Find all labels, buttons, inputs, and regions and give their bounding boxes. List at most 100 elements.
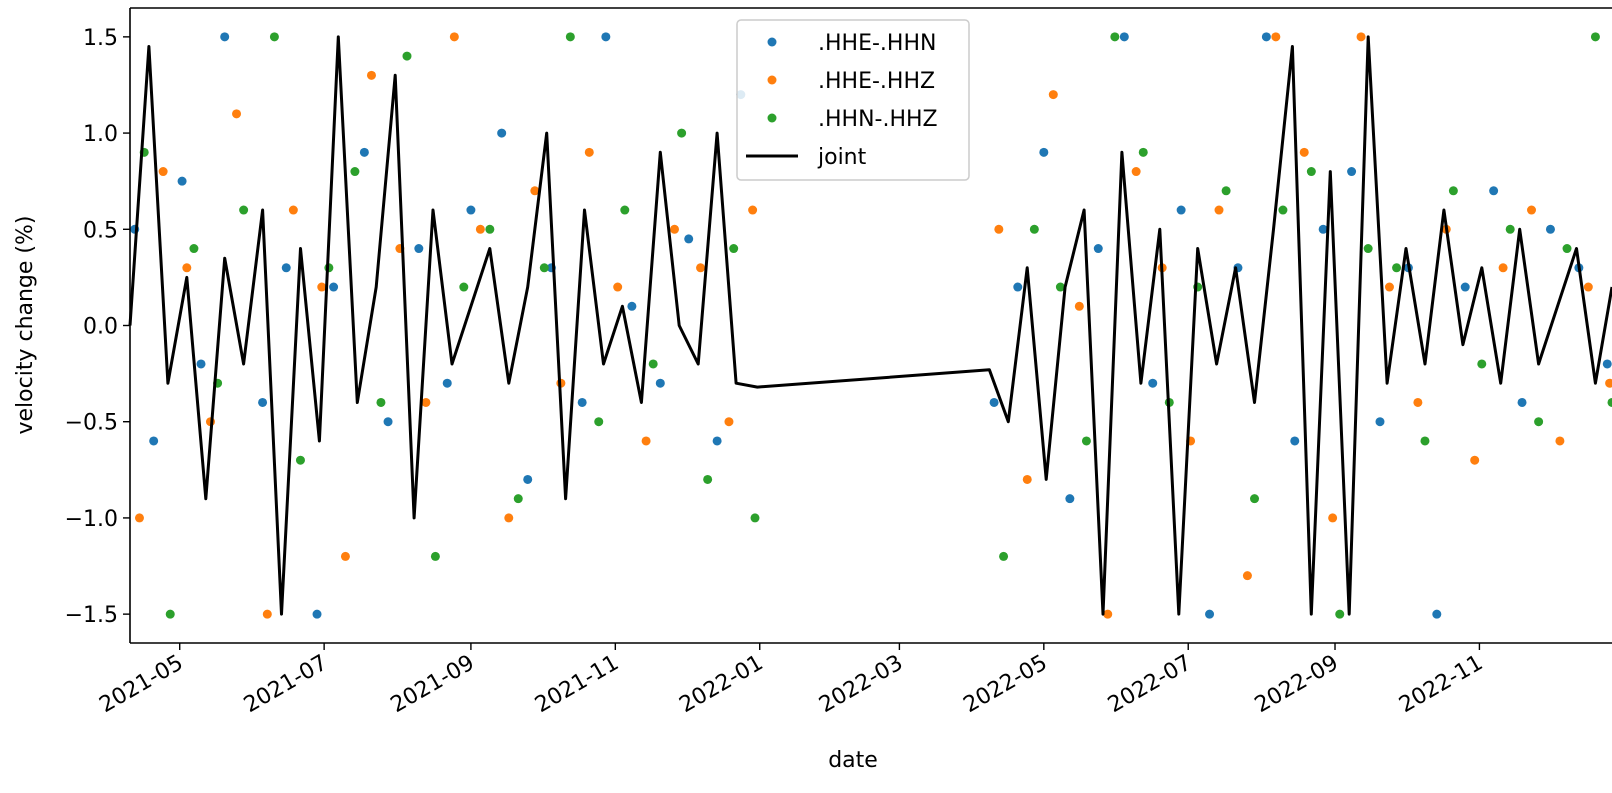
- scatter-point: [1242, 571, 1252, 581]
- scatter-point: [295, 455, 305, 465]
- scatter-point: [712, 436, 722, 446]
- scatter-point: [696, 263, 706, 273]
- scatter-point: [1432, 609, 1442, 619]
- scatter-point: [703, 474, 713, 484]
- legend-marker-hhe-hhz: [767, 75, 777, 85]
- scatter-point: [269, 32, 279, 42]
- y-tick-label: 1.0: [83, 122, 118, 147]
- scatter-point: [1555, 436, 1565, 446]
- scatter-point: [1505, 224, 1515, 234]
- scatter-point: [994, 224, 1004, 234]
- scatter-point: [655, 378, 665, 388]
- scatter-point: [165, 609, 175, 619]
- scatter-point: [1602, 359, 1612, 369]
- scatter-point: [1335, 609, 1345, 619]
- scatter-point: [1448, 186, 1458, 196]
- x-tick-label: 2021-07: [240, 650, 332, 718]
- scatter-point: [1013, 282, 1023, 292]
- scatter-point: [1250, 494, 1260, 504]
- scatter-point: [1477, 359, 1487, 369]
- x-tick-label: 2022-03: [815, 650, 907, 718]
- scatter-point: [1074, 301, 1084, 311]
- scatter-point: [641, 436, 651, 446]
- scatter-point: [1261, 32, 1271, 42]
- joint-line: [128, 35, 1612, 616]
- scatter-point: [232, 109, 242, 119]
- scatter-point: [258, 397, 268, 407]
- scatter-point: [1103, 609, 1113, 619]
- scatter-point: [1290, 436, 1300, 446]
- scatter-point: [1583, 282, 1593, 292]
- scatter-point: [366, 70, 376, 80]
- scatter-point: [1039, 147, 1049, 157]
- scatter-point: [1534, 417, 1544, 427]
- y-tick-label: 1.5: [83, 26, 118, 51]
- x-tick-label: 2021-05: [95, 650, 187, 718]
- scatter-point: [158, 167, 168, 177]
- x-tick-label: 2022-09: [1251, 650, 1343, 718]
- scatter-point: [1363, 244, 1373, 254]
- scatter-point: [724, 417, 734, 427]
- scatter-point: [421, 397, 431, 407]
- scatter-point: [989, 397, 999, 407]
- scatter-point: [677, 128, 687, 138]
- y-tick-label: −0.5: [65, 411, 118, 436]
- scatter-point: [376, 397, 386, 407]
- scatter-point: [442, 378, 452, 388]
- scatter-point: [1420, 436, 1430, 446]
- scatter-point: [1470, 455, 1480, 465]
- scatter-point: [748, 205, 758, 215]
- scatter-point: [1590, 32, 1600, 42]
- scatter-point: [1081, 436, 1091, 446]
- scatter-point: [539, 263, 549, 273]
- scatter-point: [1138, 147, 1148, 157]
- scatter-point: [1517, 397, 1527, 407]
- scatter-point: [1545, 224, 1555, 234]
- scatter-point: [1271, 32, 1281, 42]
- scatter-point: [565, 32, 575, 42]
- x-tick-label: 2021-09: [387, 650, 479, 718]
- legend-label-hhn-hhz: .HHN-.HHZ: [818, 107, 938, 132]
- scatter-point: [1328, 513, 1338, 523]
- scatter-point: [1306, 167, 1316, 177]
- scatter-point: [1131, 167, 1141, 177]
- scatter-point: [281, 263, 291, 273]
- scatter-series-0: [130, 32, 1612, 619]
- scatter-point: [670, 224, 680, 234]
- scatter-point: [1278, 205, 1288, 215]
- scatter-point: [1205, 609, 1215, 619]
- y-tick-label: −1.5: [65, 603, 118, 628]
- scatter-point: [1093, 244, 1103, 254]
- scatter-point: [177, 176, 187, 186]
- y-axis-title: velocity change (%): [13, 215, 38, 434]
- scatter-point: [459, 282, 469, 292]
- scatter-point: [239, 205, 249, 215]
- scatter-point: [504, 513, 514, 523]
- scatter-series-1: [134, 32, 1612, 619]
- scatter-point: [1148, 378, 1158, 388]
- scatter-point: [1022, 474, 1032, 484]
- scatter-point: [329, 282, 339, 292]
- scatter-point: [1489, 186, 1499, 196]
- scatter-point: [1347, 167, 1357, 177]
- scatter-point: [1384, 282, 1394, 292]
- scatter-point: [1110, 32, 1120, 42]
- scatter-point: [134, 513, 144, 523]
- scatter-point: [189, 244, 199, 254]
- x-axis-title: date: [828, 748, 878, 773]
- scatter-point: [530, 186, 540, 196]
- scatter-point: [262, 609, 272, 619]
- legend-label-hhe-hhn: .HHE-.HHN: [818, 31, 936, 56]
- scatter-point: [1318, 224, 1328, 234]
- x-tick-label: 2021-11: [531, 650, 623, 718]
- scatter-point: [1048, 90, 1058, 100]
- scatter-point: [601, 32, 611, 42]
- scatter-point: [1356, 32, 1366, 42]
- legend-marker-hhe-hhn: [767, 37, 777, 47]
- scatter-point: [729, 244, 739, 254]
- scatter-point: [182, 263, 192, 273]
- scatter-point: [485, 224, 495, 234]
- scatter-point: [414, 244, 424, 254]
- scatter-point: [584, 147, 594, 157]
- x-tick-label: 2022-01: [675, 650, 767, 718]
